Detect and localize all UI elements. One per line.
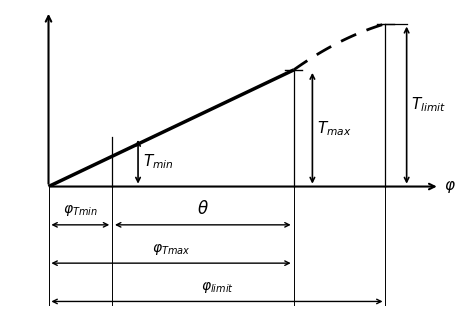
Text: $\theta$: $\theta$ (197, 201, 209, 218)
Text: $\varphi_{Tmin}$: $\varphi_{Tmin}$ (63, 204, 98, 218)
Text: $\varphi_{limit}$: $\varphi_{limit}$ (201, 280, 233, 295)
Text: $T_{limit}$: $T_{limit}$ (411, 96, 447, 115)
Text: $\varphi_{Tmax}$: $\varphi_{Tmax}$ (152, 242, 190, 257)
Text: $T_{min}$: $T_{min}$ (143, 152, 173, 171)
Text: $\varphi$: $\varphi$ (444, 178, 456, 194)
Text: $T_{max}$: $T_{max}$ (317, 119, 352, 137)
